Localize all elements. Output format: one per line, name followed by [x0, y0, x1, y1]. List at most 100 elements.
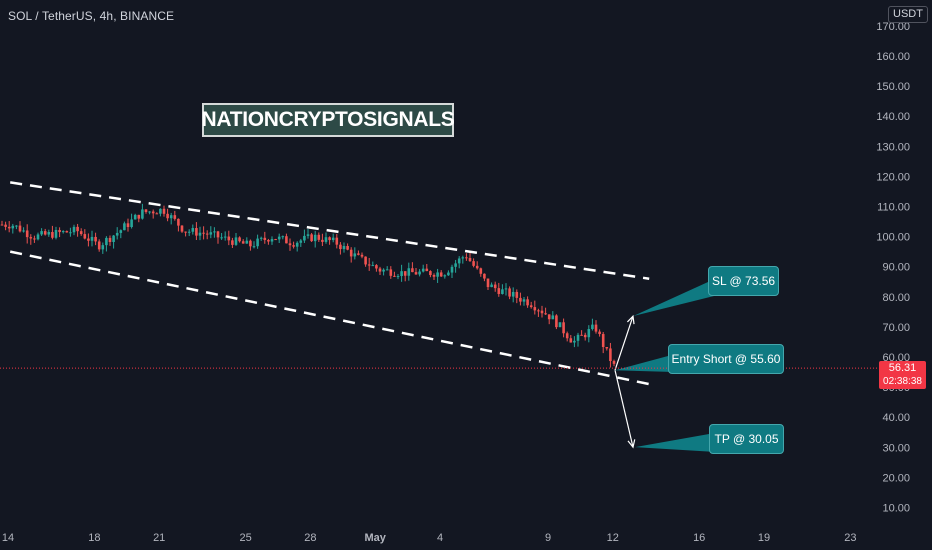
candle-body [465, 257, 468, 259]
candle-body [418, 271, 421, 275]
candle-body [501, 289, 504, 294]
candle-body [213, 231, 216, 233]
candle-body [378, 268, 382, 272]
candle-body [547, 314, 551, 320]
candle-body [187, 231, 191, 233]
candle-body [7, 226, 11, 229]
candle-body [97, 241, 101, 250]
x-axis: 14 18 21 25 28 May 4 9 12 16 19 23 [2, 532, 857, 544]
x-tick-label: 21 [153, 532, 165, 544]
entry-short-callout[interactable]: Entry Short @ 55.60 [668, 344, 784, 374]
symbol-title[interactable]: SOL / TetherUS, 4h, BINANCE [8, 9, 175, 23]
candle-body [259, 237, 263, 239]
candle-body [36, 234, 40, 240]
candle-body [447, 272, 450, 276]
candle-body [79, 231, 83, 235]
candle-body [288, 243, 292, 246]
candle-body [357, 253, 360, 255]
candle-body [389, 269, 393, 276]
candle-body [252, 246, 256, 248]
stop-loss-pointer [633, 282, 714, 317]
upper-channel-line [10, 181, 650, 280]
candle-body [493, 284, 497, 289]
candle-body [83, 234, 87, 239]
take-profit-callout[interactable]: TP @ 30.05 [709, 424, 784, 454]
x-tick-label: 12 [607, 532, 619, 544]
y-tick-label: 90.00 [882, 262, 910, 274]
candle-body [436, 272, 439, 277]
candle-body [162, 208, 166, 214]
candle-body [529, 305, 533, 308]
currency-badge[interactable]: USDT [888, 6, 928, 23]
current-price-value: 56.31 [888, 362, 917, 374]
candle-body [231, 240, 234, 245]
candle-body [558, 322, 562, 328]
candle-body [144, 209, 148, 212]
candle-body [587, 329, 591, 338]
candle-body [591, 324, 594, 330]
y-tick-label: 30.00 [882, 442, 910, 454]
candle-body [54, 230, 58, 238]
y-tick-label: 40.00 [882, 412, 910, 424]
candle-body [191, 228, 195, 232]
candle-body [245, 240, 249, 244]
candle-body [475, 265, 479, 269]
candle-body [270, 239, 274, 242]
take-profit-arrow [614, 370, 634, 448]
candle-body [403, 271, 407, 276]
candle-body [202, 232, 205, 234]
candle-body [22, 230, 25, 232]
current-price-tag: 56.31 02:38:38 [879, 361, 926, 389]
candle-body [360, 254, 364, 257]
candle-body [414, 272, 418, 275]
candle-body [141, 209, 144, 219]
candle-body [411, 268, 414, 273]
candle-body [479, 268, 483, 274]
candle-body [400, 271, 403, 277]
candle-body [90, 236, 94, 241]
candle-body [342, 245, 346, 250]
projection-arrows-layer [614, 282, 716, 452]
entry-short-pointer [615, 356, 674, 372]
candle-body [551, 315, 555, 320]
candle-body [180, 225, 184, 232]
candle-body [195, 228, 198, 236]
candle-body [177, 218, 180, 226]
candle-body [486, 278, 490, 288]
candle-countdown: 02:38:38 [883, 376, 922, 387]
candle-body [47, 232, 51, 235]
candle-body [123, 223, 126, 231]
candle-body [533, 307, 537, 311]
candle-body [137, 214, 141, 219]
candle-body [609, 348, 612, 362]
candle-body [166, 213, 169, 219]
candle-body [198, 232, 202, 236]
candle-body [321, 239, 324, 242]
candle-body [425, 268, 429, 272]
candle-body [450, 266, 454, 273]
candle-body [209, 232, 213, 235]
candle-body [555, 315, 558, 328]
candle-body [249, 240, 252, 247]
candle-body [612, 361, 616, 364]
stop-loss-callout[interactable]: SL @ 73.56 [708, 266, 779, 296]
candle-body [407, 268, 411, 276]
candle-body [429, 271, 432, 276]
candle-body [61, 231, 65, 233]
candle-body [277, 236, 281, 240]
candle-body [519, 297, 522, 302]
candle-body [115, 232, 119, 236]
candle-body [457, 258, 461, 264]
candle-body [335, 237, 339, 245]
candle-body [472, 261, 475, 266]
candle-body [540, 310, 544, 314]
candle-body [234, 237, 238, 245]
candle-body [72, 226, 76, 233]
trendlines-layer [9, 181, 650, 386]
candle-body [126, 223, 130, 228]
candle-body [353, 253, 357, 257]
candle-body [148, 211, 151, 213]
candle-body [367, 264, 371, 266]
candle-body [292, 245, 295, 247]
